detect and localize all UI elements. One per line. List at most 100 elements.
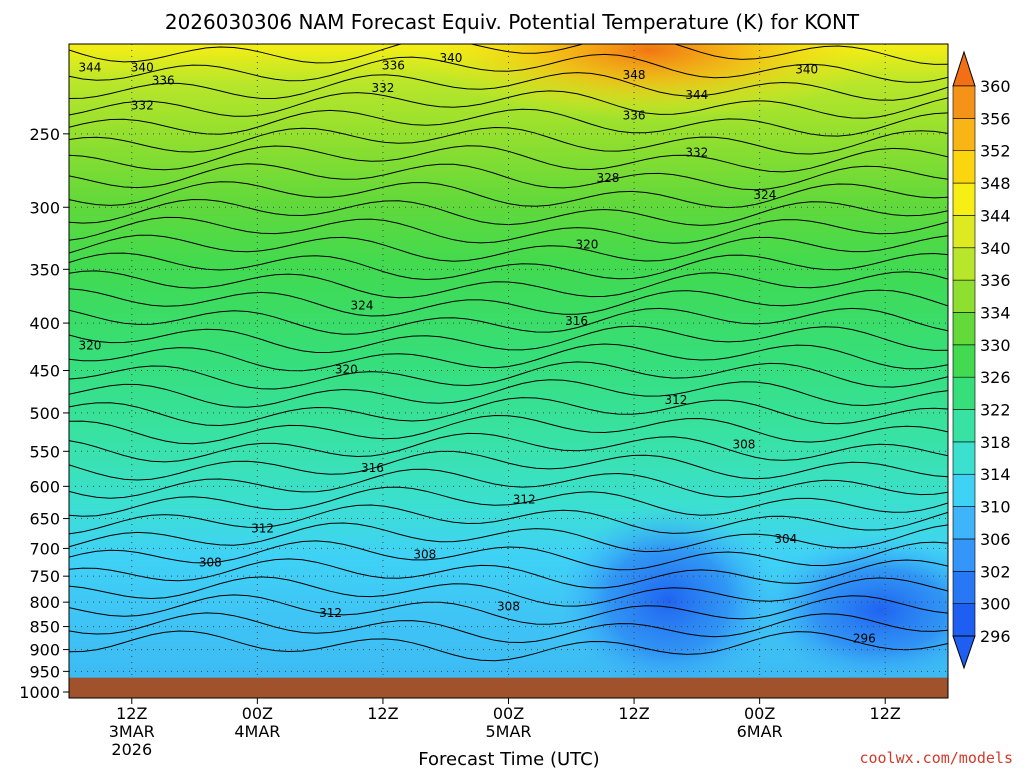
x-tick-label: 2026: [111, 740, 152, 759]
y-tick-label: 600: [29, 477, 60, 496]
contour-label: 304: [774, 532, 797, 546]
contour-line: [69, 630, 948, 662]
y-tick-label: 350: [29, 260, 60, 279]
colorbar-tick-label: 318: [980, 433, 1011, 452]
contour-label: 320: [335, 363, 358, 377]
ground-below-surface: [69, 677, 948, 698]
x-tick-label: 00Z: [744, 704, 775, 723]
colorbar-tick-label: 336: [980, 271, 1011, 290]
contour-line: [69, 44, 948, 65]
contour-label: 344: [685, 88, 708, 102]
x-tick-label: 12Z: [367, 704, 398, 723]
contour-label: 312: [513, 493, 536, 507]
colorbar-swatch: [952, 409, 976, 443]
contour-label: 336: [623, 109, 646, 123]
contour-label: 340: [795, 62, 818, 76]
x-tick-label: 00Z: [242, 704, 273, 723]
colorbar: 296 300 302 306 310 314 318 322 326 330 334 336 340 3…: [952, 50, 1011, 670]
contour-label: 316: [361, 461, 384, 475]
y-tick-label: 700: [29, 539, 60, 558]
x-tick-label: 4MAR: [234, 722, 280, 741]
colorbar-tick-label: 300: [980, 595, 1011, 614]
colorbar-tick-label: 322: [980, 401, 1011, 420]
contour-line: [69, 432, 948, 463]
y-tick-label: 400: [29, 314, 60, 333]
colorbar-tick-label: 326: [980, 368, 1011, 387]
contour-line: [69, 612, 948, 644]
contour-line: [69, 522, 948, 553]
y-tick-label: 300: [29, 198, 60, 217]
contour-line: [69, 90, 948, 119]
colorbar-tick-label: 340: [980, 239, 1011, 258]
colorbar-swatch: [952, 344, 976, 378]
contour-label: 320: [78, 339, 101, 353]
y-tick-label: 650: [29, 510, 60, 529]
contour-line: [69, 468, 948, 499]
contour-line: [69, 216, 948, 244]
contour-line: [69, 361, 948, 390]
contour-label: 340: [131, 60, 154, 74]
contour-line: [69, 234, 948, 262]
colorbar-swatch: [952, 506, 976, 540]
contour-label: 312: [664, 393, 687, 407]
colorbar-tick-label: 310: [980, 498, 1011, 517]
contour-label: 320: [576, 237, 599, 251]
contour-line: [69, 343, 948, 372]
x-tick-label: 5MAR: [485, 722, 531, 741]
colorbar-swatch: [952, 215, 976, 249]
x-tick-label: 6MAR: [737, 722, 783, 741]
colorbar-tick-label: 330: [980, 336, 1011, 355]
colorbar-swatch: [952, 118, 976, 152]
contour-label: 312: [319, 606, 342, 620]
colorbar-swatch: [952, 150, 976, 184]
contour-line: [69, 145, 948, 173]
contour-label: 312: [251, 521, 274, 535]
colorbar-swatch: [952, 538, 976, 572]
colorbar-swatch: [952, 376, 976, 410]
contour-label: 340: [439, 51, 462, 65]
colorbar-swatch: [952, 473, 976, 507]
contour-lines: [69, 44, 948, 662]
y-tick-label: 550: [29, 442, 60, 461]
contour-line: [69, 379, 948, 408]
contour-label: 296: [853, 632, 876, 646]
cool-pool-right: [760, 535, 948, 685]
contour-label: 328: [596, 171, 619, 185]
contour-label: 332: [371, 81, 394, 95]
colorbar-tick-label: 348: [980, 174, 1011, 193]
colorbar-bottom-arrow: [952, 635, 976, 670]
colorbar-swatch: [952, 85, 976, 119]
contour-line: [69, 414, 948, 445]
contour-line: [69, 450, 948, 481]
y-tick-label: 950: [29, 662, 60, 681]
colorbar-tick-label: 360: [980, 77, 1011, 96]
contour-label: 336: [382, 59, 405, 73]
colorbar-tick-label: 302: [980, 562, 1011, 581]
y-tick-label: 1000: [19, 683, 60, 702]
contour-line: [69, 126, 948, 155]
colorbar-tick-label: 314: [980, 465, 1011, 484]
y-tick-label: 450: [29, 362, 60, 381]
x-tick-label: 12Z: [618, 704, 649, 723]
credit-text: coolwx.com/models: [859, 749, 1013, 767]
contour-label: 344: [78, 60, 101, 74]
colorbar-tick-label: 296: [980, 627, 1011, 646]
y-axis: 250 300 350 400 450 500 550 600 650 700 750 800 850 9…: [19, 125, 69, 702]
contour-label: 308: [732, 438, 755, 452]
colorbar-swatch: [952, 247, 976, 281]
contour-line: [69, 540, 948, 571]
contour-line: [69, 576, 948, 607]
contour-line: [69, 307, 948, 335]
contour-label: 332: [131, 98, 154, 112]
contour-label: 332: [685, 146, 708, 160]
x-tick-label: 00Z: [493, 704, 524, 723]
y-tick-label: 250: [29, 125, 60, 144]
contour-label: 316: [565, 314, 588, 328]
contour-line: [69, 163, 948, 191]
x-axis-label: Forecast Time (UTC): [418, 749, 599, 768]
colorbar-top-arrow: [952, 50, 976, 87]
